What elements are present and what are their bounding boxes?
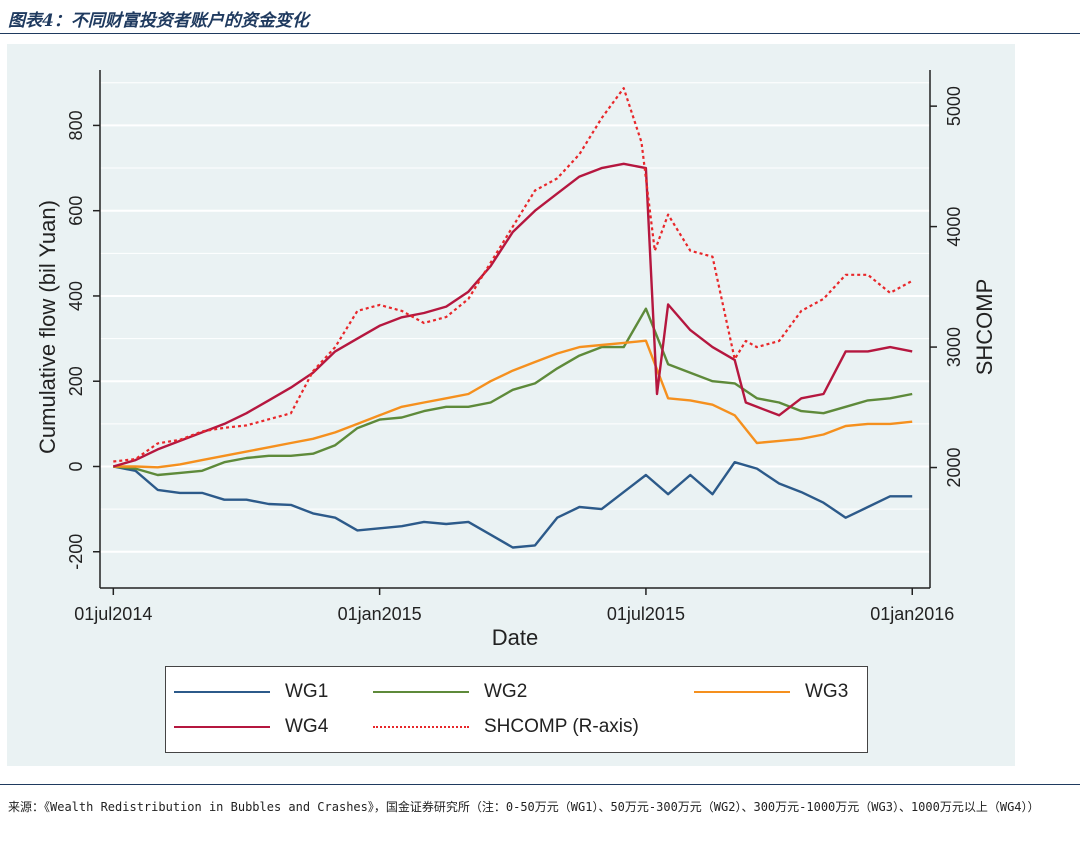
source-note: 来源：《Wealth Redistribution in Bubbles and… bbox=[8, 800, 1040, 814]
x-tick-label: 01jan2015 bbox=[338, 604, 422, 624]
legend-item-wg1: WG1 bbox=[174, 680, 328, 704]
y-tick-label: 200 bbox=[66, 366, 86, 396]
x-axis-title: Date bbox=[492, 625, 538, 650]
chart-background bbox=[7, 44, 1015, 766]
y-axis-title: Cumulative flow (bil Yuan) bbox=[35, 200, 60, 454]
series-line-wg1 bbox=[113, 461, 913, 549]
y2-tick-label: 3000 bbox=[944, 327, 964, 367]
legend-swatch-wg1 bbox=[174, 691, 270, 693]
legend-label-shcomp: SHCOMP (R-axis) bbox=[484, 716, 639, 737]
legend-item-shcomp: SHCOMP (R-axis) bbox=[373, 715, 639, 739]
legend-swatch-shcomp bbox=[373, 726, 469, 728]
series-line-wg4 bbox=[112, 162, 913, 468]
series-line-wg2 bbox=[113, 307, 913, 477]
x-tick-label: 01jul2015 bbox=[607, 604, 685, 624]
legend-swatch-wg2 bbox=[373, 691, 469, 693]
axes bbox=[99, 70, 931, 589]
gridlines bbox=[100, 82, 930, 553]
y-tick-label: 600 bbox=[66, 196, 86, 226]
x-tick-label: 01jan2016 bbox=[870, 604, 954, 624]
y-tick-label: -200 bbox=[66, 534, 86, 570]
series-lines bbox=[112, 86, 913, 549]
tick-labels: -200 0 200 400 600 800 2000 3000 4000 5000 01jul20… bbox=[66, 86, 964, 624]
figure-header: 图表4：不同财富投资者账户的资金变化 bbox=[0, 0, 1080, 36]
y2-tick-label: 5000 bbox=[944, 86, 964, 126]
x-tick-label: 01jul2014 bbox=[74, 604, 152, 624]
y2-tick-label: 2000 bbox=[944, 448, 964, 488]
legend-label-wg4: WG4 bbox=[285, 716, 329, 737]
legend-item-wg3: WG3 bbox=[694, 680, 848, 704]
legend-item-wg4: WG4 bbox=[174, 715, 328, 739]
y-tick-label: 400 bbox=[66, 281, 86, 311]
header-divider bbox=[0, 33, 1080, 34]
legend-label-wg3: WG3 bbox=[805, 681, 849, 702]
series-line-shcomp bbox=[113, 86, 913, 463]
tick-marks bbox=[93, 105, 937, 595]
legend-swatch-wg4 bbox=[174, 726, 270, 728]
y2-axis-title: SHCOMP bbox=[972, 279, 997, 376]
y-tick-label: 800 bbox=[66, 110, 86, 140]
series-line-wg3 bbox=[113, 339, 913, 469]
footer-divider bbox=[0, 784, 1080, 785]
legend-label-wg1: WG1 bbox=[285, 681, 329, 702]
y2-tick-label: 4000 bbox=[944, 207, 964, 247]
figure-title: 图表4：不同财富投资者账户的资金变化 bbox=[8, 11, 309, 31]
legend-swatch-wg3 bbox=[694, 691, 790, 693]
legend-label-wg2: WG2 bbox=[484, 681, 528, 702]
y-tick-label: 0 bbox=[66, 461, 86, 471]
legend-item-wg2: WG2 bbox=[373, 680, 527, 704]
legend: WG1 WG2 WG3 WG4 SHCOMP (R-axis) bbox=[165, 666, 868, 753]
